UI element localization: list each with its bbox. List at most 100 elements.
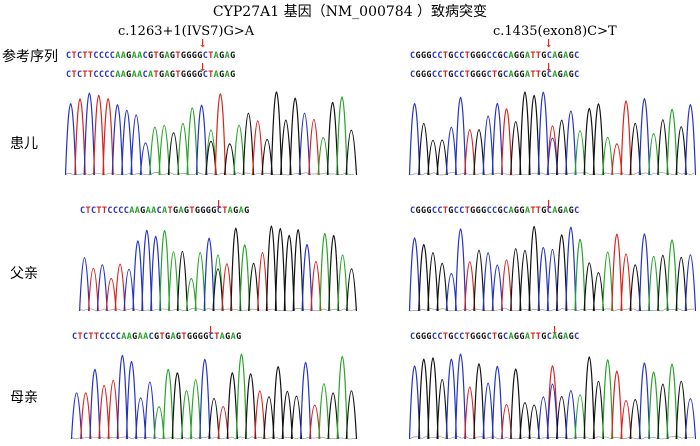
peak-T xyxy=(620,100,632,176)
peak-T xyxy=(464,386,476,440)
peak-T xyxy=(546,365,559,440)
peak-A xyxy=(336,96,348,176)
peak-C xyxy=(537,396,549,440)
peak-C xyxy=(482,382,494,440)
peak-A xyxy=(205,129,217,176)
peak-G xyxy=(242,113,255,176)
peak-A xyxy=(317,137,329,176)
peak-A xyxy=(159,230,171,312)
mutation-arrow-right-father: ↓ xyxy=(544,198,554,211)
peak-G xyxy=(436,262,448,312)
peak-C xyxy=(135,397,147,440)
peak-A xyxy=(190,379,202,440)
peak-C xyxy=(482,252,494,312)
right-mother-sequence: CGGGCCTGCCTGGGCTGCAGGATTGCAGAGC xyxy=(410,332,580,342)
peak-A xyxy=(149,126,161,176)
peak-G xyxy=(281,390,293,440)
mutation-arrow-left-ref: ↓ xyxy=(198,37,208,50)
peak-G xyxy=(418,122,430,176)
peak-G xyxy=(261,138,273,176)
left-patient-sequence: CTCTTCCCCAAGAACATGAGTGGGGCTAGAG xyxy=(66,70,236,80)
peak-T xyxy=(214,93,227,176)
left-father-sequence: CTCTTCCCCAAGAACATGAGTGGGGCTAGAG xyxy=(80,206,250,216)
peak-G xyxy=(418,358,430,440)
peak-G xyxy=(248,262,260,312)
peak-A xyxy=(186,107,198,176)
peak-G xyxy=(171,372,183,440)
peak-G xyxy=(292,229,304,312)
peak-T xyxy=(114,263,126,312)
left-patient-chromatogram xyxy=(64,91,358,176)
right-mother-chromatogram xyxy=(408,353,697,440)
peak-C xyxy=(454,353,467,440)
peak-T xyxy=(105,277,117,312)
peak-T xyxy=(620,400,632,440)
peak-C xyxy=(141,229,153,312)
peak-T xyxy=(611,233,623,312)
peak-C xyxy=(684,104,697,176)
peak-C xyxy=(121,109,133,176)
peak-T xyxy=(221,263,233,312)
peak-C xyxy=(203,237,215,312)
mutation-arrow-left-patient: ↓ xyxy=(198,61,208,74)
peak-C xyxy=(491,102,503,176)
peak-G xyxy=(556,396,568,440)
baseline-noise xyxy=(409,308,695,312)
peak-C xyxy=(199,359,211,440)
peak-A xyxy=(235,353,248,440)
peak-G xyxy=(657,383,669,440)
peak-T xyxy=(500,404,513,440)
peak-T xyxy=(87,268,99,312)
peak-G xyxy=(583,356,595,440)
peak-G xyxy=(176,251,188,312)
peak-C xyxy=(638,233,651,312)
peak-T xyxy=(310,260,322,312)
peak-A xyxy=(666,363,678,440)
peak-G xyxy=(528,404,540,440)
peak-A xyxy=(648,133,660,176)
peak-T xyxy=(252,120,264,176)
peak-T xyxy=(93,95,105,176)
peak-G xyxy=(326,102,339,176)
peak-G xyxy=(473,129,485,176)
peak-C xyxy=(150,236,162,312)
peak-G xyxy=(592,272,605,312)
peak-G xyxy=(583,107,595,176)
peak-A xyxy=(177,122,189,176)
peak-G xyxy=(556,119,568,176)
peak-A xyxy=(602,137,614,176)
peak-C xyxy=(111,104,124,176)
baseline-noise xyxy=(409,436,695,440)
peak-A xyxy=(666,239,678,312)
peak-C xyxy=(125,361,138,440)
mutation-arrow-left-mother: ↓ xyxy=(206,324,216,337)
mother-label: 母亲 xyxy=(10,390,38,406)
figure-title: CYP27A1 基因（NM_000784 ）致病突变 xyxy=(212,4,488,20)
baseline-noise xyxy=(71,436,357,440)
het-peak-G xyxy=(212,268,224,312)
peak-C xyxy=(139,142,152,176)
left-reference-sequence: CTCTTCCCCAAGAACGTGAGTGGGGCTAGAG xyxy=(66,51,236,61)
peak-G xyxy=(283,235,295,312)
peak-A xyxy=(185,278,197,312)
peak-G xyxy=(280,119,292,176)
peak-T xyxy=(102,98,114,176)
peak-G xyxy=(427,139,439,176)
peak-G xyxy=(289,97,301,176)
peak-C xyxy=(83,92,96,176)
peak-C xyxy=(638,362,651,440)
peak-G xyxy=(272,366,284,440)
peak-G xyxy=(675,126,687,176)
peak-G xyxy=(629,399,641,440)
peak-C xyxy=(79,257,90,312)
peak-G xyxy=(675,257,687,312)
peak-G xyxy=(510,121,522,176)
peak-C xyxy=(445,273,457,312)
peak-A xyxy=(319,233,331,312)
peak-C xyxy=(116,354,128,440)
peak-C xyxy=(123,269,135,312)
peak-A xyxy=(337,254,349,312)
peak-C xyxy=(144,381,156,440)
peak-C xyxy=(565,390,577,440)
